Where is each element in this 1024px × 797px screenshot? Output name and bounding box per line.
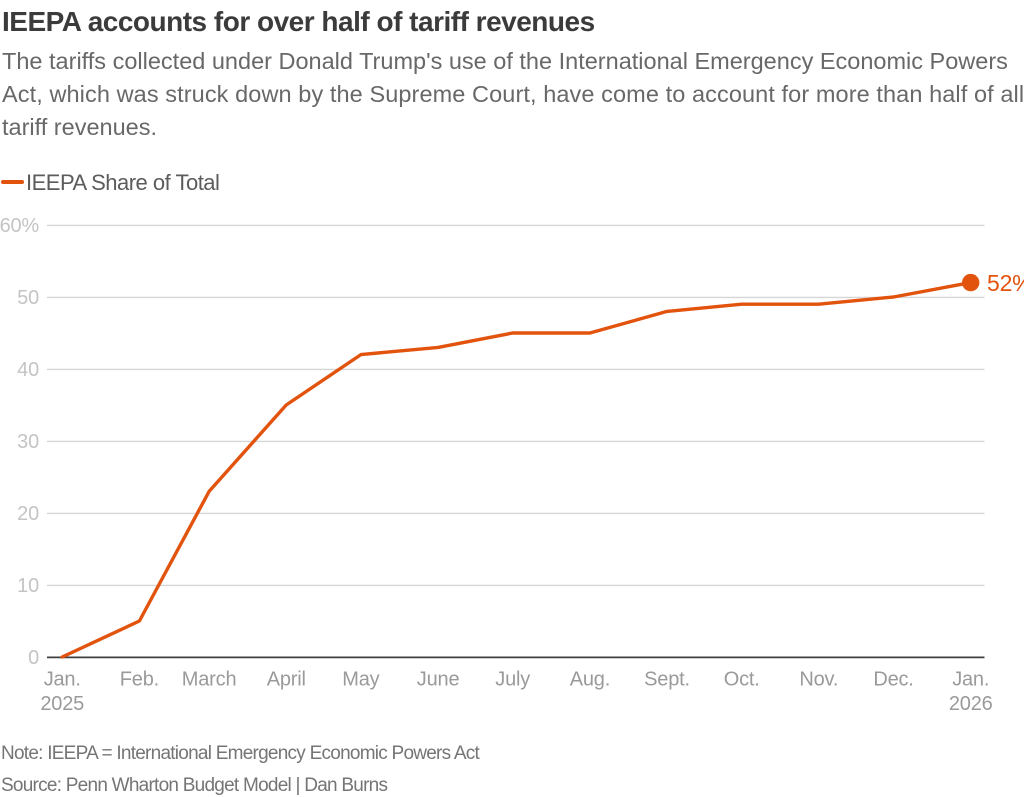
svg-text:Feb.: Feb.	[120, 669, 159, 691]
svg-text:0: 0	[28, 647, 39, 669]
svg-text:Oct.: Oct.	[724, 669, 760, 691]
svg-text:May: May	[342, 669, 379, 691]
svg-text:Sept.: Sept.	[644, 669, 690, 691]
svg-text:60%: 60%	[0, 215, 39, 237]
svg-text:June: June	[417, 669, 460, 691]
svg-text:April: April	[267, 669, 306, 691]
svg-text:Jan.: Jan.	[44, 669, 81, 691]
svg-text:Aug.: Aug.	[570, 669, 610, 691]
svg-text:52%: 52%	[987, 270, 1024, 296]
svg-text:30: 30	[17, 431, 39, 453]
svg-text:March: March	[182, 669, 237, 691]
svg-text:2026: 2026	[949, 693, 993, 715]
svg-text:Nov.: Nov.	[799, 669, 838, 691]
svg-text:10: 10	[17, 575, 39, 597]
svg-text:Jan.: Jan.	[952, 669, 989, 691]
svg-text:Dec.: Dec.	[873, 669, 913, 691]
svg-text:40: 40	[17, 359, 39, 381]
svg-text:July: July	[495, 669, 530, 691]
svg-text:50: 50	[17, 287, 39, 309]
svg-text:20: 20	[17, 503, 39, 525]
svg-text:2025: 2025	[40, 693, 84, 715]
